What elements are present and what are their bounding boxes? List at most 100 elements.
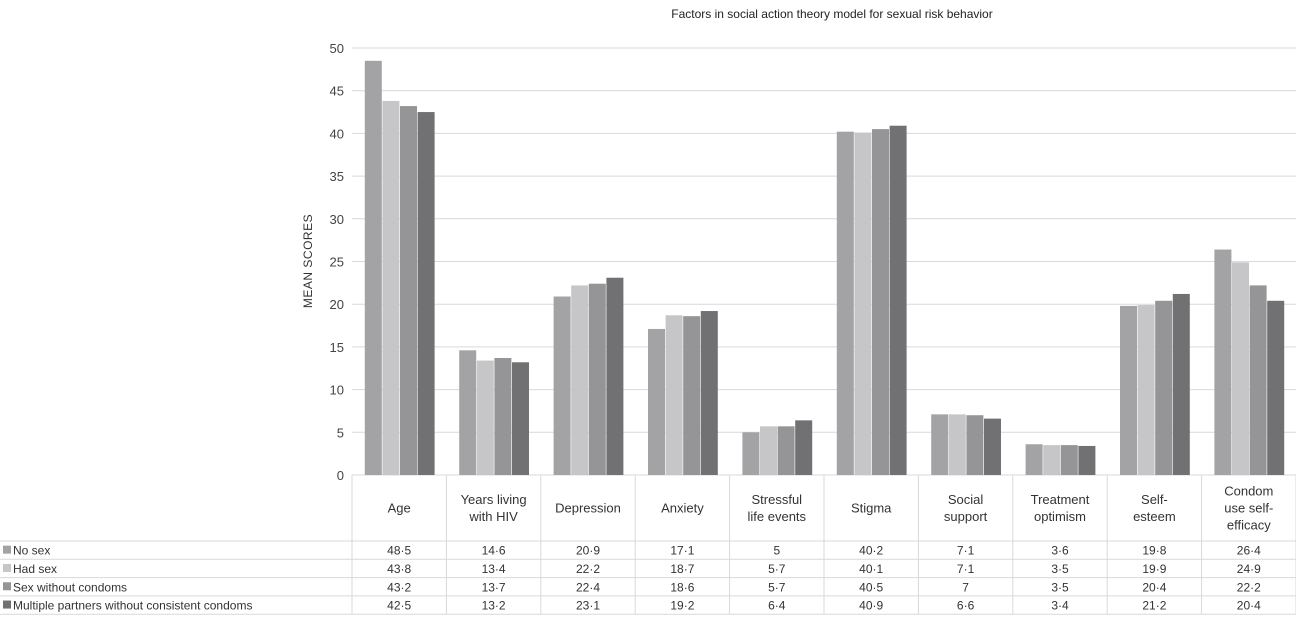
bar bbox=[836, 131, 854, 475]
data-label: 40·9 bbox=[859, 599, 883, 613]
data-label: 5·7 bbox=[768, 562, 786, 576]
data-label: 19·9 bbox=[1142, 562, 1166, 576]
bar bbox=[854, 132, 872, 475]
legend-swatch bbox=[3, 545, 11, 554]
category-label: Condom use self-efficacy bbox=[1224, 484, 1273, 533]
data-label: 13·2 bbox=[482, 599, 506, 613]
category-label: Social support bbox=[944, 492, 988, 524]
data-label: 19·8 bbox=[1142, 544, 1166, 558]
bar bbox=[931, 414, 949, 475]
data-label: 7 bbox=[962, 580, 969, 594]
legend-label: Multiple partners without consistent con… bbox=[13, 599, 252, 613]
data-label: 3·5 bbox=[1051, 580, 1069, 594]
data-label: 14·6 bbox=[482, 544, 506, 558]
bar bbox=[1043, 445, 1061, 475]
data-label: 13·4 bbox=[482, 562, 506, 576]
bar bbox=[795, 420, 813, 475]
data-label: 26·4 bbox=[1237, 544, 1261, 558]
data-label: 43·8 bbox=[387, 562, 411, 576]
data-label: 5·7 bbox=[768, 580, 786, 594]
y-axis-title: MEAN SCORES bbox=[301, 214, 315, 308]
bar bbox=[872, 129, 889, 475]
data-label: 22·4 bbox=[576, 580, 600, 594]
category-label: Stressful life events bbox=[748, 492, 807, 524]
data-label: 48·5 bbox=[387, 544, 411, 558]
bar bbox=[777, 426, 795, 475]
y-tick-label: 10 bbox=[330, 383, 344, 398]
gridlines: 0 5 10 15 20 25 30 35 40 45 50 bbox=[330, 41, 1296, 483]
data-label: 3·6 bbox=[1051, 544, 1069, 558]
data-label: 23·1 bbox=[576, 599, 600, 613]
bar bbox=[665, 315, 683, 475]
data-label: 40·2 bbox=[859, 544, 883, 558]
bar bbox=[1137, 305, 1155, 475]
category-label: Stigma bbox=[851, 501, 892, 516]
bar bbox=[588, 283, 606, 475]
legend-swatch bbox=[3, 600, 11, 609]
y-tick-label: 20 bbox=[330, 297, 344, 312]
data-label: 3·4 bbox=[1051, 599, 1069, 613]
data-label: 17·1 bbox=[670, 544, 694, 558]
data-label: 40·5 bbox=[859, 580, 883, 594]
bar bbox=[1060, 445, 1078, 475]
data-label: 7·1 bbox=[957, 562, 975, 576]
bar bbox=[1078, 445, 1096, 475]
data-table: Age Years living with HIV Depression Anxiety… bbox=[0, 475, 1296, 615]
data-label: 5 bbox=[773, 544, 780, 558]
y-tick-label: 15 bbox=[330, 340, 344, 355]
bar bbox=[683, 316, 701, 475]
bar bbox=[889, 125, 907, 476]
legend-swatch bbox=[3, 563, 11, 572]
bar bbox=[966, 415, 984, 475]
bar bbox=[1214, 249, 1232, 475]
bar bbox=[1232, 262, 1249, 475]
bar bbox=[459, 350, 477, 475]
bar bbox=[984, 418, 1001, 475]
data-label: 18·6 bbox=[670, 580, 694, 594]
bar bbox=[948, 414, 966, 475]
category-label: Treatment optimism bbox=[1031, 492, 1090, 524]
bar bbox=[417, 112, 435, 476]
category-label: Anxiety bbox=[661, 501, 704, 516]
y-tick-label: 50 bbox=[330, 41, 344, 56]
data-label: 7·1 bbox=[957, 544, 975, 558]
data-label: 19·2 bbox=[670, 599, 694, 613]
bar bbox=[1249, 285, 1267, 475]
y-tick-label: 5 bbox=[337, 425, 344, 440]
bar bbox=[1025, 444, 1043, 475]
data-label: 3·5 bbox=[1051, 562, 1069, 576]
legend-label: Had sex bbox=[13, 562, 57, 576]
category-label: Self-esteem bbox=[1133, 492, 1176, 524]
legend-label: Sex without condoms bbox=[13, 580, 127, 594]
bar bbox=[476, 360, 494, 475]
bar bbox=[400, 106, 417, 476]
y-tick-label: 25 bbox=[330, 255, 344, 270]
chart-title: Factors in social action theory model fo… bbox=[671, 7, 992, 21]
bar bbox=[494, 358, 512, 475]
y-tick-label: 35 bbox=[330, 169, 344, 184]
data-label: 40·1 bbox=[859, 562, 883, 576]
bar bbox=[553, 296, 571, 475]
category-label: Years living with HIV bbox=[461, 492, 527, 524]
bar bbox=[742, 432, 760, 475]
data-label: 24·9 bbox=[1237, 562, 1261, 576]
bar bbox=[1172, 293, 1190, 475]
bar bbox=[760, 426, 777, 475]
bar bbox=[382, 100, 400, 475]
data-label: 20·4 bbox=[1142, 580, 1166, 594]
category-label: Depression bbox=[555, 501, 621, 516]
bar bbox=[1155, 300, 1173, 475]
bar bbox=[700, 311, 718, 475]
legend-swatch bbox=[3, 582, 11, 591]
data-label: 20·9 bbox=[576, 544, 600, 558]
y-tick-label: 0 bbox=[337, 468, 344, 483]
data-label: 18·7 bbox=[670, 562, 694, 576]
category-label: Age bbox=[388, 501, 411, 516]
bar bbox=[606, 277, 624, 475]
data-label: 22·2 bbox=[576, 562, 600, 576]
data-label: 42·5 bbox=[387, 599, 411, 613]
y-tick-label: 45 bbox=[330, 84, 344, 99]
data-label: 6·4 bbox=[768, 599, 786, 613]
bar bbox=[571, 285, 589, 475]
bar bbox=[648, 328, 665, 475]
